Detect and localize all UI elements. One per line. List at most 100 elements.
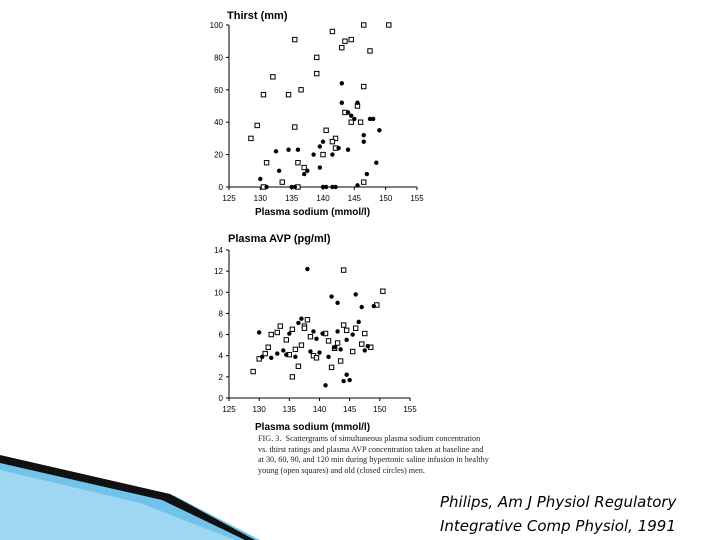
thirst-x-tick-label-155: 155 <box>410 194 424 203</box>
thirst-point-filled-circle-12 <box>317 165 323 170</box>
avp-point-open-square-13 <box>298 342 305 348</box>
thirst-point-filled-circle-1 <box>264 184 269 190</box>
thirst-point-filled-circle-19 <box>345 110 351 115</box>
avp-point-open-square-20 <box>325 338 332 344</box>
avp-x-ticks: 125 130 135 140 145 150 155 <box>222 398 417 414</box>
thirst-point-open-square-13 <box>320 151 326 158</box>
thirst-point-open-square-17 <box>339 44 345 51</box>
avp-point-filled-circle-32 <box>356 319 361 325</box>
thirst-point-open-square-9 <box>298 87 304 93</box>
thirst-point-filled-circle-0 <box>258 176 263 182</box>
thirst-point-filled-circle-20 <box>349 113 354 118</box>
avp-x-tick-label-130: 130 <box>252 405 266 414</box>
thirst-point-filled-circle-7 <box>295 147 301 152</box>
avp-point-filled-circle-16 <box>326 354 331 359</box>
thirst-x-tick-label-130: 130 <box>254 194 268 203</box>
avp-point-filled-circle-20 <box>338 347 343 352</box>
avp-point-filled-circle-14 <box>320 331 325 336</box>
avp-point-filled-circle-18 <box>332 345 337 350</box>
thirst-x-axis-title: Plasma sodium (mmol/l) <box>255 207 370 218</box>
decor-stripe-dark <box>0 455 255 540</box>
avp-point-open-square-29 <box>359 341 365 347</box>
thirst-point-open-square-18 <box>342 38 348 44</box>
avp-point-filled-circle-8 <box>296 320 301 326</box>
avp-point-open-square-1 <box>256 356 262 362</box>
thirst-point-open-square-19 <box>348 36 354 43</box>
thirst-y-tick-label-40: 40 <box>214 118 223 127</box>
thirst-point-filled-circle-24 <box>361 132 366 138</box>
avp-chart-title: Plasma AVP (pg/ml) <box>228 233 331 245</box>
thirst-point-open-square-5 <box>285 91 292 98</box>
avp-x-tick-label-145: 145 <box>343 405 357 414</box>
avp-y-tick-label-0: 0 <box>219 394 224 403</box>
thirst-x-tick-label-145: 145 <box>348 194 362 203</box>
thirst-y-tick-label-60: 60 <box>214 86 223 95</box>
thirst-point-filled-circle-18 <box>339 81 344 86</box>
thirst-point-filled-circle-33 <box>345 147 351 152</box>
thirst-point-filled-circle-29 <box>364 171 370 177</box>
avp-point-open-square-4 <box>268 331 274 338</box>
thirst-point-open-square-25 <box>367 48 373 54</box>
thirst-chart: Thirst (mm) 0 20 40 60 80 100 125 130 135 140 145… <box>210 10 425 218</box>
avp-point-open-square-3 <box>265 344 271 350</box>
thirst-point-open-square-15 <box>329 28 336 35</box>
avp-point-filled-circle-7 <box>293 354 298 359</box>
avp-point-open-square-2 <box>262 350 268 357</box>
thirst-x-ticks: 125 130 135 140 145 150 155 <box>222 187 424 203</box>
citation-line-1: Philips, Am J Physiol Regulatory <box>440 493 677 511</box>
avp-point-open-square-28 <box>353 325 359 331</box>
avp-point-filled-circle-12 <box>311 329 316 334</box>
thirst-point-filled-circle-10 <box>311 152 316 157</box>
avp-point-open-square-25 <box>340 322 347 328</box>
thirst-point-filled-circle-4 <box>286 147 291 152</box>
thirst-point-open-square-24 <box>361 83 367 90</box>
avp-y-tick-label-2: 2 <box>219 373 224 382</box>
avp-x-tick-label-135: 135 <box>283 405 297 414</box>
avp-point-open-square-26 <box>340 267 347 273</box>
figure-caption-label: FIG. 3. <box>258 434 282 443</box>
avp-x-axis-title: Plasma sodium (mmol/l) <box>255 422 370 433</box>
avp-point-filled-circle-6 <box>287 331 292 336</box>
thirst-point-open-square-6 <box>292 36 298 43</box>
avp-point-filled-circle-22 <box>344 372 349 377</box>
avp-point-filled-circle-25 <box>353 292 358 297</box>
thirst-point-open-square-32 <box>329 138 336 145</box>
avp-point-filled-circle-1 <box>259 354 265 359</box>
thirst-x-tick-label-125: 125 <box>222 194 236 203</box>
avp-y-tick-label-8: 8 <box>219 309 224 318</box>
avp-chart: Plasma AVP (pg/ml) 0 2 4 6 8 10 12 14 125 130 135… <box>214 233 417 433</box>
avp-y-tick-label-14: 14 <box>214 246 223 255</box>
avp-point-filled-circle-4 <box>281 348 286 353</box>
thirst-point-filled-circle-25 <box>367 116 373 122</box>
avp-point-open-square-27 <box>349 348 356 355</box>
avp-point-open-square-0 <box>250 368 256 375</box>
avp-x-tick-label-155: 155 <box>403 405 417 414</box>
thirst-points <box>248 22 392 190</box>
thirst-x-tick-label-135: 135 <box>285 194 299 203</box>
avp-point-open-square-12 <box>295 363 302 369</box>
thirst-point-open-square-14 <box>323 127 329 134</box>
thirst-point-open-square-7 <box>292 124 298 130</box>
thirst-point-open-square-1 <box>254 122 260 129</box>
avp-point-filled-circle-24 <box>350 332 355 337</box>
avp-point-open-square-35 <box>301 325 308 331</box>
avp-point-filled-circle-21 <box>341 378 346 384</box>
avp-point-open-square-21 <box>328 364 335 371</box>
thirst-point-filled-circle-16 <box>333 184 338 190</box>
avp-point-filled-circle-10 <box>305 266 310 272</box>
citation: Philips, Am J Physiol Regulatory Integra… <box>440 490 720 538</box>
avp-point-filled-circle-15 <box>323 383 328 388</box>
avp-point-filled-circle-2 <box>269 355 274 361</box>
thirst-point-filled-circle-13 <box>320 184 326 190</box>
avp-point-filled-circle-30 <box>314 336 319 341</box>
avp-point-filled-circle-3 <box>275 351 280 356</box>
avp-point-filled-circle-9 <box>299 316 304 321</box>
thirst-point-filled-circle-8 <box>302 171 307 177</box>
avp-point-filled-circle-11 <box>308 349 313 354</box>
avp-point-open-square-30 <box>362 330 368 337</box>
avp-point-filled-circle-19 <box>335 300 340 306</box>
thirst-point-open-square-3 <box>263 160 270 166</box>
thirst-point-open-square-0 <box>248 135 254 142</box>
figure-caption-text: Scattergrams of simultaneous plasma sodi… <box>258 434 489 475</box>
